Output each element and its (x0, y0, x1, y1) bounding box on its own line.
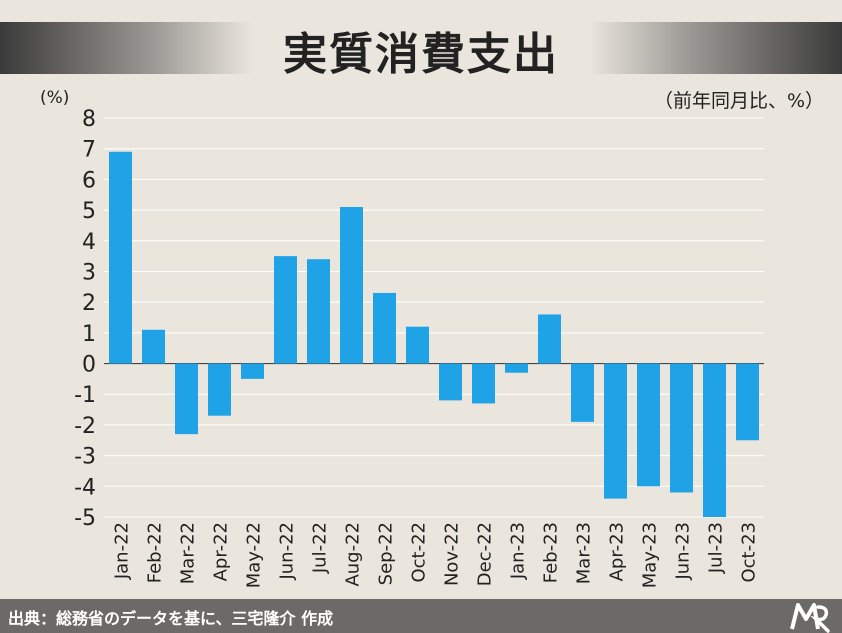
bar (604, 363, 627, 499)
y-tick-label: -2 (74, 414, 96, 439)
y-tick-label: 1 (82, 322, 96, 347)
bar (241, 363, 264, 379)
y-tick-label: 7 (82, 138, 96, 163)
x-tick-label: Feb-23 (541, 522, 562, 583)
x-tick-label: Jan-23 (508, 522, 529, 580)
bar (505, 363, 528, 373)
bar (670, 363, 693, 493)
bar (307, 259, 330, 364)
header-band (0, 22, 842, 74)
x-tick-label: Mar-23 (574, 522, 595, 584)
bar (703, 363, 726, 517)
x-tick-label: Jun-23 (673, 522, 694, 581)
y-axis-unit: (%) (40, 88, 70, 108)
x-tick-label: Mar-22 (178, 522, 199, 584)
bar (406, 326, 429, 364)
x-tick-label: Jun-22 (277, 522, 298, 581)
bar (472, 363, 495, 404)
bar (274, 256, 297, 364)
unit-note: （前年同月比、%） (653, 90, 824, 112)
bar (439, 363, 462, 401)
bar-chart: 8 7 6 5 4 3 2 1 0 -1 -2 -3 -4 -5 Jan-22 Feb-22 Mar-22 Apr… (74, 107, 764, 588)
y-tick-label: 4 (82, 230, 96, 255)
y-tick-label: -4 (74, 475, 96, 500)
bar (373, 292, 396, 364)
x-tick-label: Dec-22 (475, 522, 496, 586)
y-tick-label: 6 (82, 168, 96, 193)
x-tick-label: Jul-23 (706, 522, 727, 574)
x-tick-label: Nov-22 (442, 522, 463, 586)
bar (142, 329, 165, 364)
y-tick-label: 2 (82, 291, 96, 316)
x-tick-label: Feb-22 (145, 522, 166, 583)
x-tick-label: Apr-23 (607, 522, 628, 581)
bar (340, 207, 363, 364)
bar (175, 363, 198, 435)
y-tick-label: -3 (74, 445, 96, 470)
x-tick-label: Jan-22 (112, 522, 133, 580)
source-credit: 出典：総務省のデータを基に、三宅隆介 作成 (8, 609, 334, 628)
y-tick-label: -1 (74, 383, 96, 408)
bar (538, 314, 561, 364)
bar (736, 363, 759, 441)
x-tick-label: May-23 (640, 522, 661, 588)
y-tick-label: 5 (82, 199, 96, 224)
bar (109, 151, 132, 364)
bar (571, 363, 594, 422)
x-tick-label: Apr-22 (211, 522, 232, 581)
bar (637, 363, 660, 487)
x-tick-label: Oct-23 (739, 522, 760, 583)
y-tick-label: -5 (74, 506, 96, 531)
mr-logo-icon (790, 603, 830, 633)
y-tick-label: 0 (82, 353, 96, 378)
y-tick-label: 8 (82, 107, 96, 132)
chart-title: 実質消費支出 (283, 29, 559, 80)
footer-bar: 出典：総務省のデータを基に、三宅隆介 作成 (0, 599, 842, 633)
x-tick-label: Oct-22 (409, 522, 430, 583)
x-tick-label: Aug-22 (343, 522, 364, 587)
y-tick-label: 3 (82, 260, 96, 285)
x-tick-label: Sep-22 (376, 522, 397, 585)
bar (208, 363, 231, 416)
x-tick-label: May-22 (244, 522, 265, 588)
x-tick-label: Jul-22 (310, 522, 331, 574)
